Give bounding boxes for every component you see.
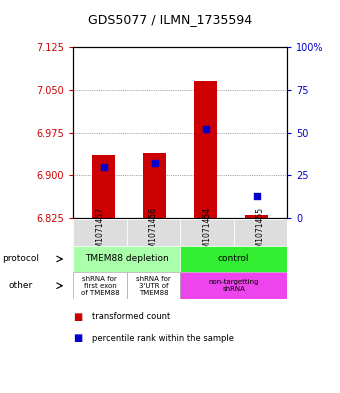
Bar (234, 219, 287, 246)
Bar (73, 272, 126, 299)
Text: transformed count: transformed count (92, 312, 170, 321)
Text: GSM1071455: GSM1071455 (256, 207, 265, 258)
Text: GSM1071457: GSM1071457 (96, 207, 104, 258)
Point (254, 193, 259, 199)
Bar (73, 246, 180, 272)
Bar (73, 219, 126, 246)
Bar (126, 272, 180, 299)
Bar (180, 272, 287, 299)
Bar (180, 219, 234, 246)
Text: GDS5077 / ILMN_1735594: GDS5077 / ILMN_1735594 (88, 13, 252, 26)
Bar (194, 81, 217, 218)
Bar (245, 215, 268, 218)
Text: protocol: protocol (2, 255, 39, 263)
Text: non-targetting
shRNA: non-targetting shRNA (208, 279, 259, 292)
Text: ■: ■ (73, 312, 82, 322)
Bar (92, 156, 115, 218)
Text: TMEM88 depletion: TMEM88 depletion (85, 255, 169, 263)
Bar (143, 152, 166, 218)
Text: percentile rank within the sample: percentile rank within the sample (92, 334, 234, 343)
Point (152, 160, 157, 167)
Text: GSM1071456: GSM1071456 (149, 207, 158, 258)
Text: other: other (8, 281, 33, 290)
Point (101, 164, 106, 170)
Text: shRNA for
first exon
of TMEM88: shRNA for first exon of TMEM88 (81, 276, 119, 296)
Bar (180, 246, 287, 272)
Text: control: control (218, 255, 250, 263)
Text: GSM1071454: GSM1071454 (203, 207, 211, 258)
Text: ■: ■ (73, 333, 82, 343)
Text: shRNA for
3'UTR of
TMEM88: shRNA for 3'UTR of TMEM88 (136, 276, 171, 296)
Point (203, 126, 208, 132)
Bar (126, 219, 180, 246)
